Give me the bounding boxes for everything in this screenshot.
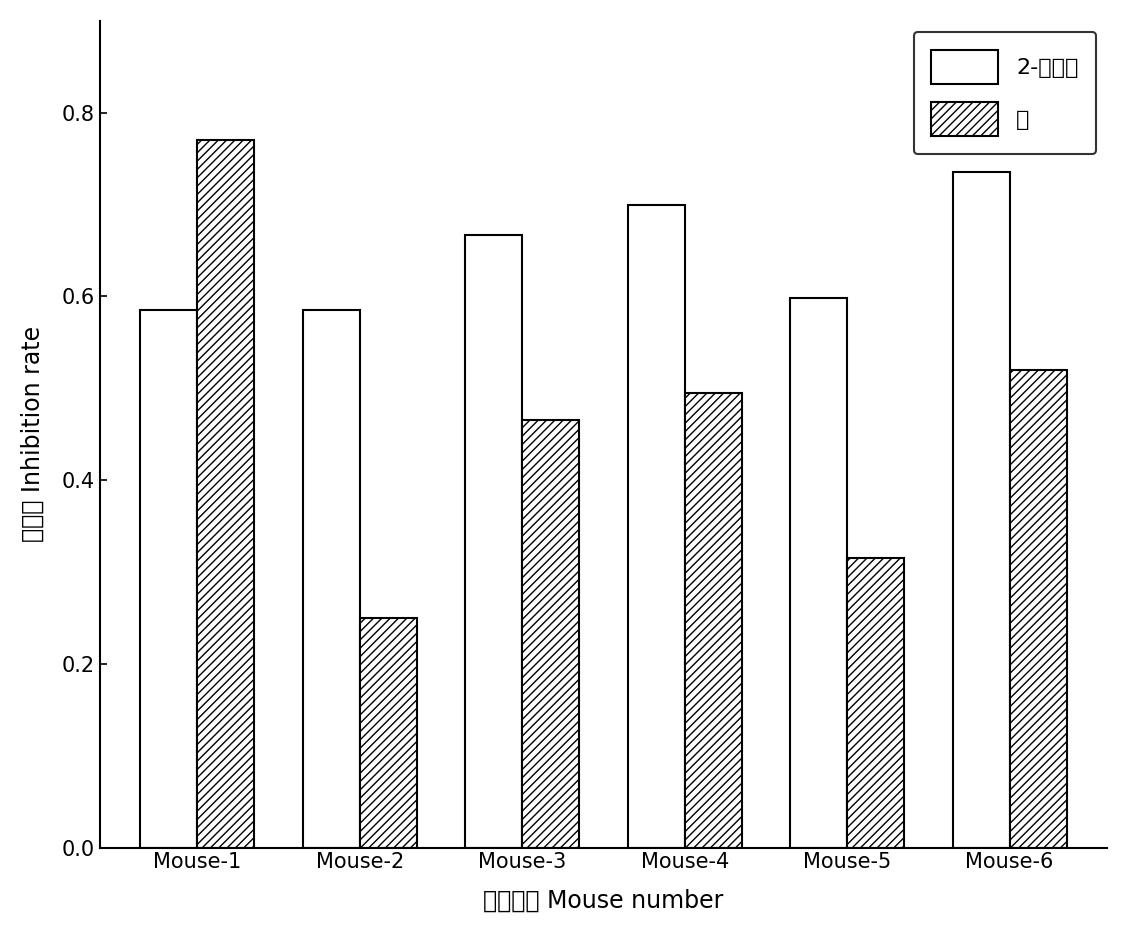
Bar <box>628 205 685 848</box>
Bar <box>465 234 522 848</box>
Bar <box>302 310 360 848</box>
Bar <box>1010 370 1067 848</box>
Bar <box>140 310 197 848</box>
Bar <box>847 559 904 848</box>
Y-axis label: 抑制率 Inhibition rate: 抑制率 Inhibition rate <box>20 326 45 543</box>
X-axis label: 小鼠编号 Mouse number: 小鼠编号 Mouse number <box>483 889 723 913</box>
Bar <box>791 298 847 848</box>
Bar <box>953 173 1010 848</box>
Bar <box>197 140 254 848</box>
Bar <box>522 420 579 848</box>
Legend: 2-萊丁酸, 萊: 2-萊丁酸, 萊 <box>914 32 1096 154</box>
Bar <box>360 618 416 848</box>
Bar <box>685 393 741 848</box>
